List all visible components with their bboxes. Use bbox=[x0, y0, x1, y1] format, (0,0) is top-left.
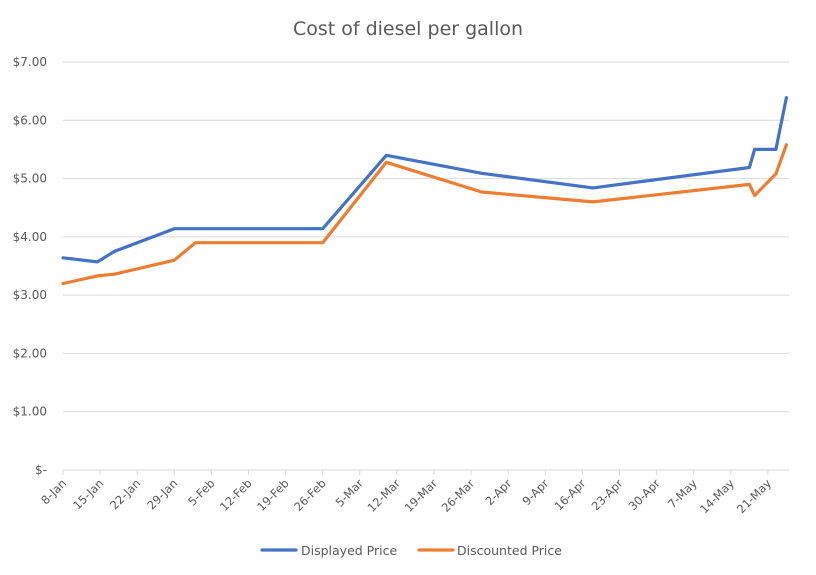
x-tick-label: 15-Jan bbox=[70, 476, 106, 512]
legend-label: Displayed Price bbox=[301, 543, 397, 558]
y-tick-label: $6.00 bbox=[13, 113, 47, 127]
legend: Displayed Price Discounted Price bbox=[260, 543, 562, 558]
y-tick-label: $- bbox=[35, 463, 47, 477]
y-tick-label: $2.00 bbox=[13, 346, 47, 360]
y-axis-labels: $- $1.00 $2.00 $3.00 $4.00 $5.00 $6.00 $7.00 bbox=[13, 55, 47, 477]
x-tick-label: 29-Jan bbox=[144, 476, 180, 512]
x-tick-label: 14-May bbox=[697, 476, 737, 516]
x-axis: 8-Jan 15-Jan 22-Jan 29-Jan 5-Feb 12-Feb 19-Feb… bbox=[38, 469, 789, 516]
x-tick-label: 7-May bbox=[665, 476, 700, 511]
x-tick-label: 22-Jan bbox=[107, 476, 143, 512]
x-tick-label: 21-May bbox=[734, 476, 774, 516]
y-tick-label: $1.00 bbox=[13, 405, 47, 419]
series-lines bbox=[61, 95, 789, 286]
legend-label: Discounted Price bbox=[457, 543, 562, 558]
x-tick-label: 2-Apr bbox=[482, 476, 514, 508]
gridlines bbox=[63, 61, 789, 413]
x-tick-label: 12-Mar bbox=[364, 476, 403, 515]
series-line-displayed-price bbox=[61, 95, 789, 264]
x-tick-label: 8-Jan bbox=[38, 476, 69, 507]
y-tick-label: $3.00 bbox=[13, 288, 47, 302]
x-tick-label: 19-Feb bbox=[254, 476, 292, 514]
series-line-discounted-price bbox=[61, 143, 789, 286]
x-tick-label: 23-Apr bbox=[589, 476, 626, 513]
x-tick-label: 30-Apr bbox=[626, 476, 663, 513]
x-tick-label: 12-Feb bbox=[217, 476, 255, 514]
chart-title: Cost of diesel per gallon bbox=[293, 18, 523, 40]
y-tick-label: $4.00 bbox=[13, 230, 47, 244]
x-tick-label: 9-Apr bbox=[520, 476, 552, 508]
x-tick-label: 26-Feb bbox=[291, 476, 329, 514]
y-tick-label: $7.00 bbox=[13, 55, 47, 69]
x-tick-label: 26-Mar bbox=[439, 476, 478, 515]
y-tick-label: $5.00 bbox=[13, 172, 47, 186]
x-tick-label: 16-Apr bbox=[551, 476, 588, 513]
x-tick-label: 5-Mar bbox=[333, 476, 367, 510]
x-tick-label: 19-Mar bbox=[402, 476, 441, 515]
x-tick-label: 5-Feb bbox=[185, 476, 217, 508]
